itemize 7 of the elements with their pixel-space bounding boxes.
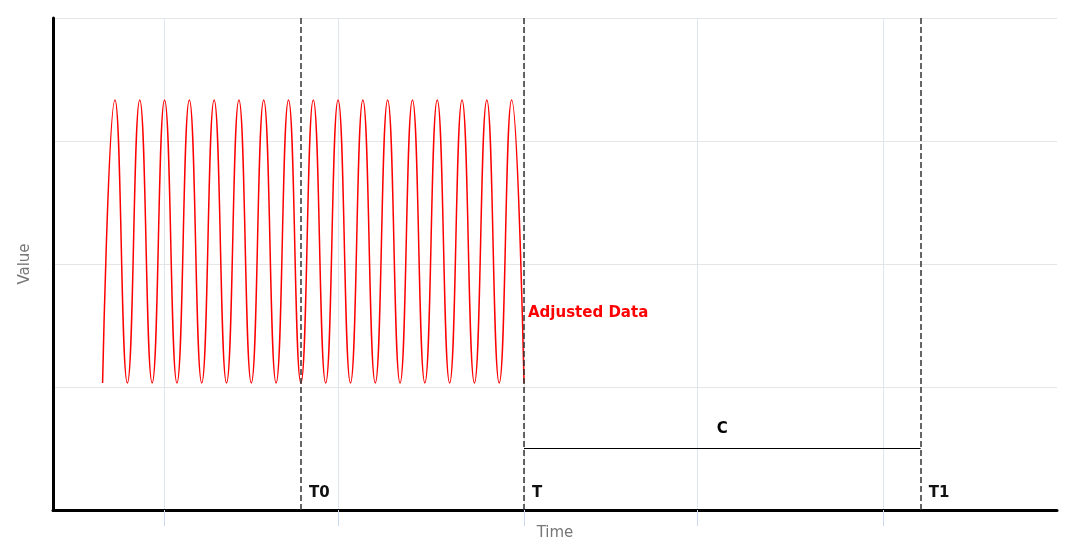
x-axis-title: Time	[535, 522, 574, 541]
series-label: C	[716, 419, 728, 437]
annotation: T	[532, 482, 544, 501]
annotation: T0	[308, 482, 330, 501]
annotation: T1	[928, 482, 950, 501]
series-label: Adjusted Data	[528, 303, 649, 322]
y-axis-title: Value	[14, 243, 33, 285]
